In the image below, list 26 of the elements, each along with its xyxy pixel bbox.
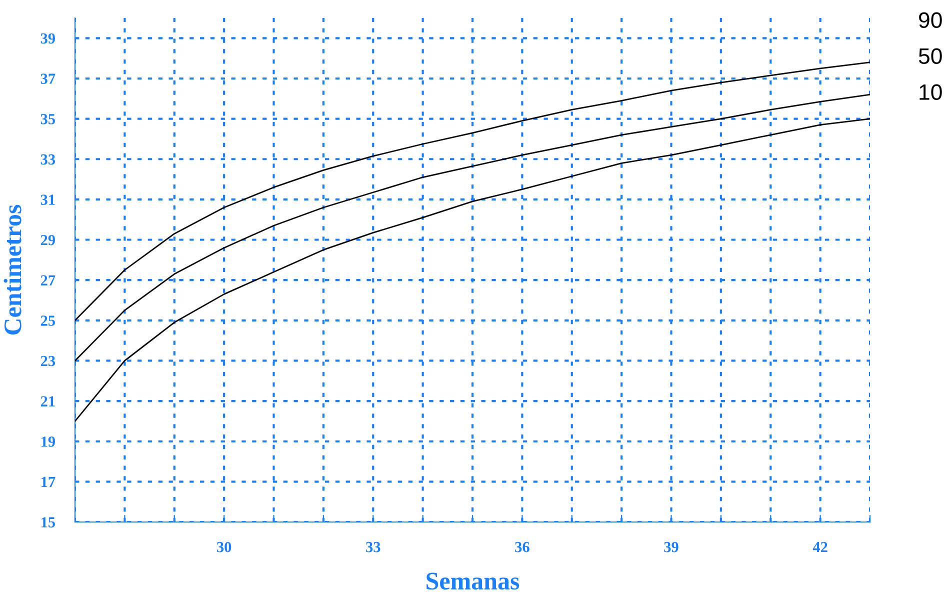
text: 10 bbox=[920, 84, 942, 100]
y-tick-label: 27 bbox=[40, 275, 56, 286]
x-tick-label: 30 bbox=[217, 542, 232, 552]
y-axis-title: Centimetros bbox=[4, 204, 22, 335]
text: 50 bbox=[918, 48, 942, 64]
y-tick-label: 25 bbox=[40, 316, 55, 326]
y-tick-label: 31 bbox=[40, 194, 55, 205]
y-tick-label: 29 bbox=[40, 234, 56, 246]
x-axis-title: Semanas bbox=[426, 572, 520, 590]
x-tick-label: 36 bbox=[515, 542, 530, 552]
x-tick-label: 39 bbox=[664, 542, 678, 552]
y-tick-label: 33 bbox=[40, 154, 56, 165]
x-tick-label: 42 bbox=[812, 542, 828, 552]
y-tick-label: 19 bbox=[42, 436, 56, 447]
line-series bbox=[75, 62, 870, 322]
line-series bbox=[75, 94, 870, 362]
text: 90 bbox=[919, 12, 942, 28]
y-tick-label: 37 bbox=[40, 74, 56, 84]
y-tick-label: 17 bbox=[42, 476, 56, 487]
y-tick-label: 15 bbox=[42, 517, 55, 528]
y-tick-label: 35 bbox=[40, 114, 55, 124]
x-tick-label: 33 bbox=[366, 542, 380, 552]
y-tick-label: 39 bbox=[40, 33, 56, 44]
y-tick-label: 21 bbox=[40, 396, 55, 406]
y-tick-label: 23 bbox=[40, 356, 56, 366]
line-series bbox=[75, 118, 870, 422]
